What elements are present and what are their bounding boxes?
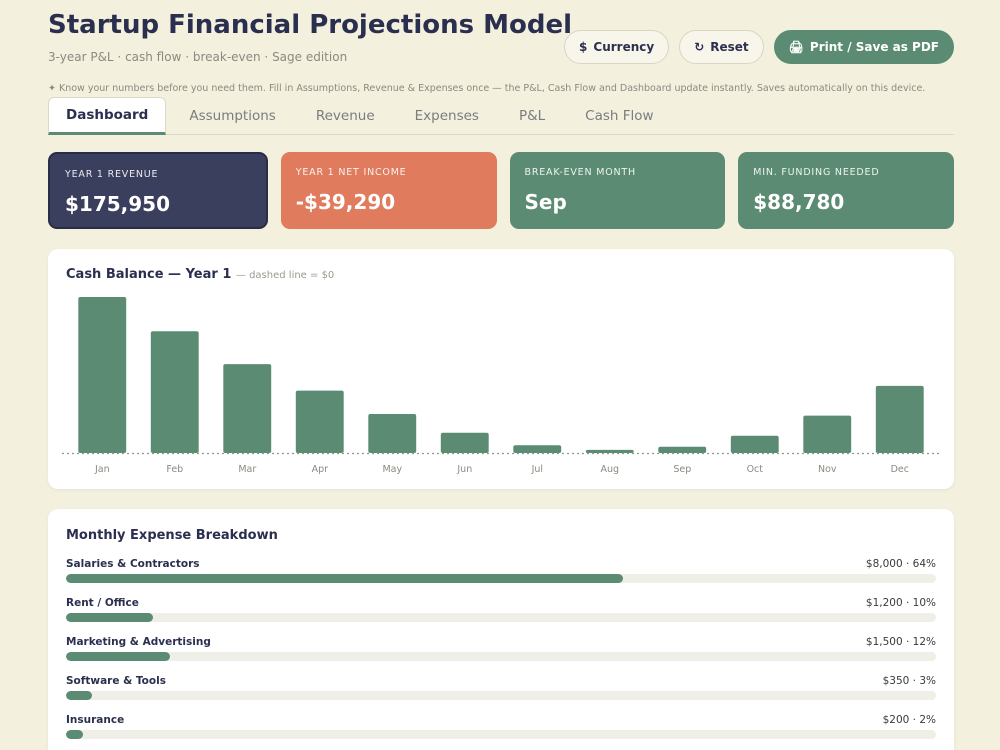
tab-assumptions[interactable]: Assumptions xyxy=(189,108,276,124)
bar-nov xyxy=(803,415,852,453)
cash-balance-card: Cash Balance — Year 1 — dashed line = $0… xyxy=(48,249,954,489)
refresh-icon: ↻ xyxy=(694,40,705,54)
expense-title: Monthly Expense Breakdown xyxy=(66,528,278,543)
chart-title: Cash Balance — Year 1 — dashed line = $0 xyxy=(66,267,334,282)
x-label-nov: Nov xyxy=(818,464,837,475)
expense-amount: $200 · 2% xyxy=(882,714,936,726)
expense-salaries: Salaries & Contractors $8,000 · 64% xyxy=(66,558,936,583)
cash-balance-chart: Jan Feb Mar Apr May Jun Jul Aug Sep Oct Nov Dec xyxy=(62,297,940,475)
expense-amount: $350 · 3% xyxy=(882,675,936,687)
tab-bar: Dashboard Assumptions Revenue Expenses P… xyxy=(48,97,954,135)
tab-pnl[interactable]: P&L xyxy=(518,108,546,124)
expense-bar-track xyxy=(66,574,936,583)
expense-amount: $1,200 · 10% xyxy=(865,597,936,609)
chart-title-text: Cash Balance — Year 1 xyxy=(66,267,232,282)
expense-bar-track xyxy=(66,691,936,700)
page-subtitle: 3-year P&L · cash flow · break-even · Sa… xyxy=(48,50,348,64)
expense-bar-track xyxy=(66,730,936,739)
expense-name: Insurance xyxy=(66,714,125,726)
tab-cash-flow[interactable]: Cash Flow xyxy=(585,108,654,124)
x-label-apr: Apr xyxy=(312,464,329,475)
print-button-label: Print / Save as PDF xyxy=(809,40,939,54)
tab-expenses[interactable]: Expenses xyxy=(414,108,479,124)
page-title: Startup Financial Projections Model xyxy=(48,10,573,40)
x-label-sep: Sep xyxy=(673,464,691,475)
expense-rent: Rent / Office $1,200 · 10% xyxy=(66,597,936,622)
chart-x-labels: Jan Feb Mar Apr May Jun Jul Aug Sep Oct Nov Dec xyxy=(94,464,909,475)
kpi-row: YEAR 1 REVENUE $175,950 YEAR 1 NET INCOM… xyxy=(48,152,954,229)
x-label-aug: Aug xyxy=(601,464,620,475)
x-label-jun: Jun xyxy=(456,464,472,475)
bar-jan xyxy=(78,297,127,453)
expense-bar-fill xyxy=(66,613,153,622)
kpi-value: $88,780 xyxy=(753,190,845,214)
reset-button[interactable]: ↻ Reset xyxy=(679,30,764,64)
bar-jun xyxy=(440,432,489,453)
bar-sep xyxy=(658,446,707,453)
kpi-label: BREAK-EVEN MONTH xyxy=(524,167,636,178)
expense-amount: $8,000 · 64% xyxy=(865,558,936,570)
kpi-break-even-month: BREAK-EVEN MONTH Sep xyxy=(509,152,726,229)
chart-bars xyxy=(78,297,924,453)
kpi-label: MIN. FUNDING NEEDED xyxy=(753,167,880,178)
kpi-year1-revenue: YEAR 1 REVENUE $175,950 xyxy=(48,152,268,229)
expense-bar-track xyxy=(66,613,936,622)
bar-feb xyxy=(150,331,199,453)
currency-button-label: Currency xyxy=(593,40,655,54)
x-label-jul: Jul xyxy=(531,464,543,475)
tagline: ✦ Know your numbers before you need them… xyxy=(48,83,926,94)
kpi-year1-net-income: YEAR 1 NET INCOME -$39,290 xyxy=(280,152,497,229)
expense-name: Marketing & Advertising xyxy=(66,636,211,648)
expense-insurance: Insurance $200 · 2% xyxy=(66,714,936,739)
expense-software: Software & Tools $350 · 3% xyxy=(66,675,936,700)
bar-jul xyxy=(513,445,562,453)
dollar-icon: $ xyxy=(579,40,588,54)
expense-breakdown-card: Monthly Expense Breakdown Salaries & Con… xyxy=(48,509,954,750)
x-label-may: May xyxy=(382,464,402,475)
reset-button-label: Reset xyxy=(710,40,749,54)
x-label-jan: Jan xyxy=(94,464,110,475)
bar-apr xyxy=(295,390,344,453)
x-label-oct: Oct xyxy=(747,464,764,475)
x-label-dec: Dec xyxy=(891,464,909,475)
expense-marketing: Marketing & Advertising $1,500 · 12% xyxy=(66,636,936,661)
expense-bar-track xyxy=(66,652,936,661)
bar-mar xyxy=(223,364,272,453)
kpi-value: -$39,290 xyxy=(295,190,396,214)
print-button[interactable]: 🖨 Print / Save as PDF xyxy=(773,30,954,64)
tab-dashboard[interactable]: Dashboard xyxy=(48,97,167,135)
tab-revenue[interactable]: Revenue xyxy=(315,108,375,124)
kpi-label: YEAR 1 NET INCOME xyxy=(295,167,407,178)
chart-note: — dashed line = $0 xyxy=(235,270,335,281)
expense-amount: $1,500 · 12% xyxy=(865,636,936,648)
expense-name: Salaries & Contractors xyxy=(66,558,200,570)
x-label-mar: Mar xyxy=(238,464,256,475)
expense-name: Rent / Office xyxy=(66,597,139,609)
bar-aug xyxy=(585,449,634,453)
bar-oct xyxy=(730,435,779,453)
expense-bar-fill xyxy=(66,574,623,583)
currency-button[interactable]: $ Currency xyxy=(564,30,670,64)
kpi-min-funding: MIN. FUNDING NEEDED $88,780 xyxy=(738,152,954,229)
bar-dec xyxy=(875,385,924,453)
expense-bar-fill xyxy=(66,730,84,739)
kpi-label: YEAR 1 REVENUE xyxy=(65,169,159,180)
bar-may xyxy=(368,414,417,453)
printer-icon: 🖨 xyxy=(788,40,804,54)
x-label-feb: Feb xyxy=(166,464,183,475)
kpi-value: $175,950 xyxy=(65,192,171,216)
expense-bar-fill xyxy=(66,652,171,661)
expense-bar-fill xyxy=(66,691,93,700)
kpi-value: Sep xyxy=(524,190,567,214)
toolbar: $ Currency ↻ Reset 🖨 Print / Save as PDF xyxy=(564,30,954,64)
expense-name: Software & Tools xyxy=(66,675,166,687)
